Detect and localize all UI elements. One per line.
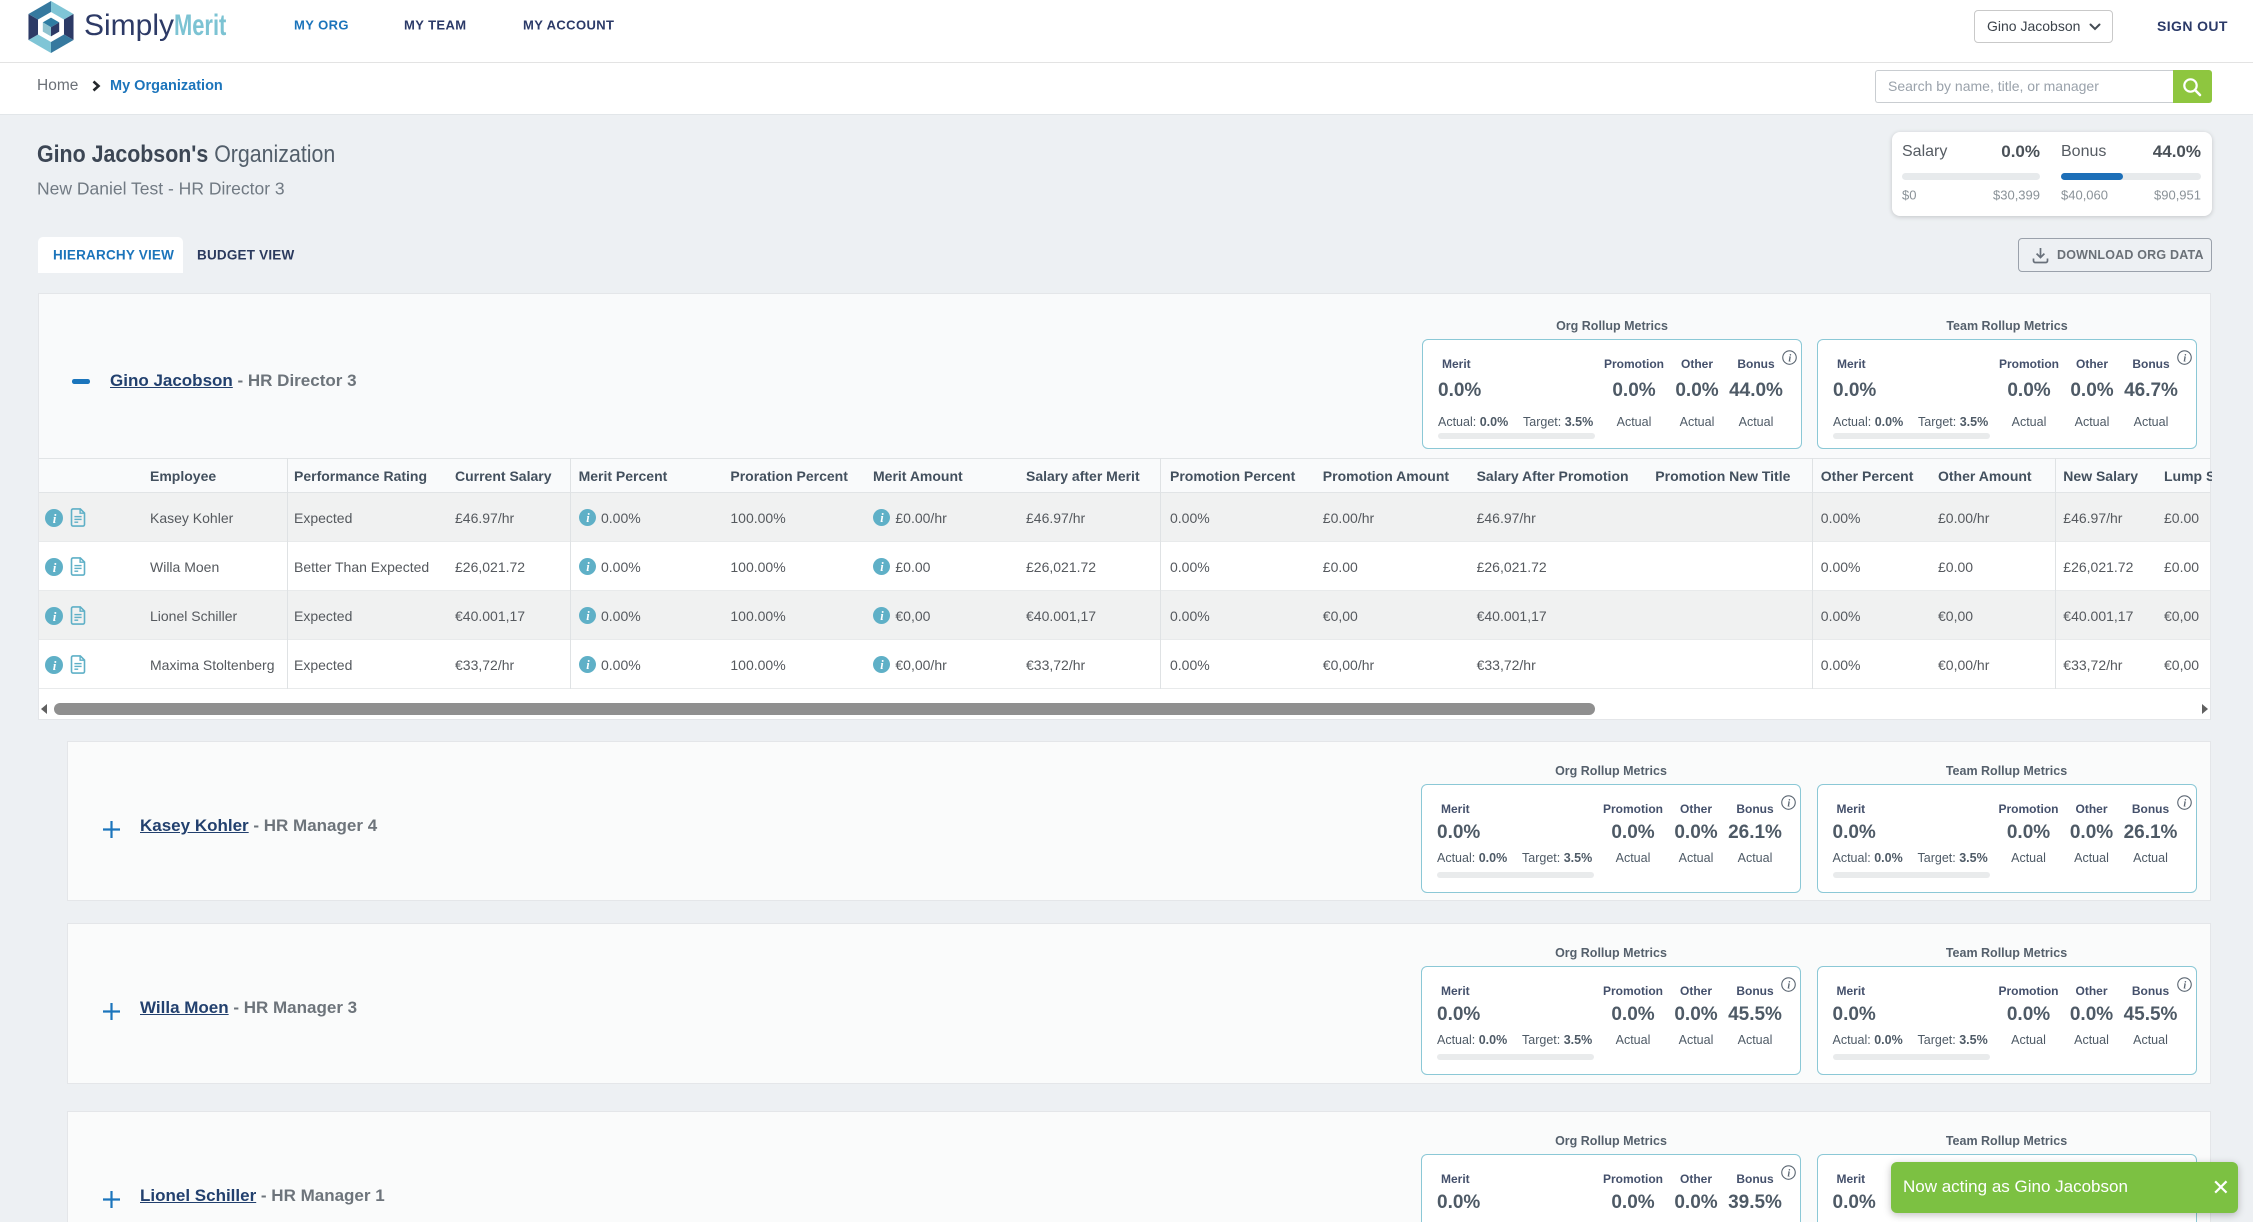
svg-text:i: i xyxy=(1787,1168,1790,1179)
svg-text:i: i xyxy=(1787,798,1790,809)
svg-text:i: i xyxy=(880,609,884,623)
svg-text:i: i xyxy=(586,511,590,525)
svg-text:i: i xyxy=(53,608,57,623)
svg-text:i: i xyxy=(1788,353,1791,364)
svg-text:i: i xyxy=(586,560,590,574)
svg-text:i: i xyxy=(880,511,884,525)
svg-text:i: i xyxy=(586,658,590,672)
svg-text:i: i xyxy=(2183,798,2186,809)
svg-text:i: i xyxy=(880,560,884,574)
svg-text:i: i xyxy=(586,609,590,623)
svg-text:i: i xyxy=(2183,980,2186,991)
svg-text:i: i xyxy=(880,658,884,672)
svg-text:i: i xyxy=(1787,980,1790,991)
svg-text:i: i xyxy=(53,510,57,525)
svg-text:i: i xyxy=(2183,353,2186,364)
svg-text:i: i xyxy=(53,657,57,672)
svg-text:i: i xyxy=(53,559,57,574)
